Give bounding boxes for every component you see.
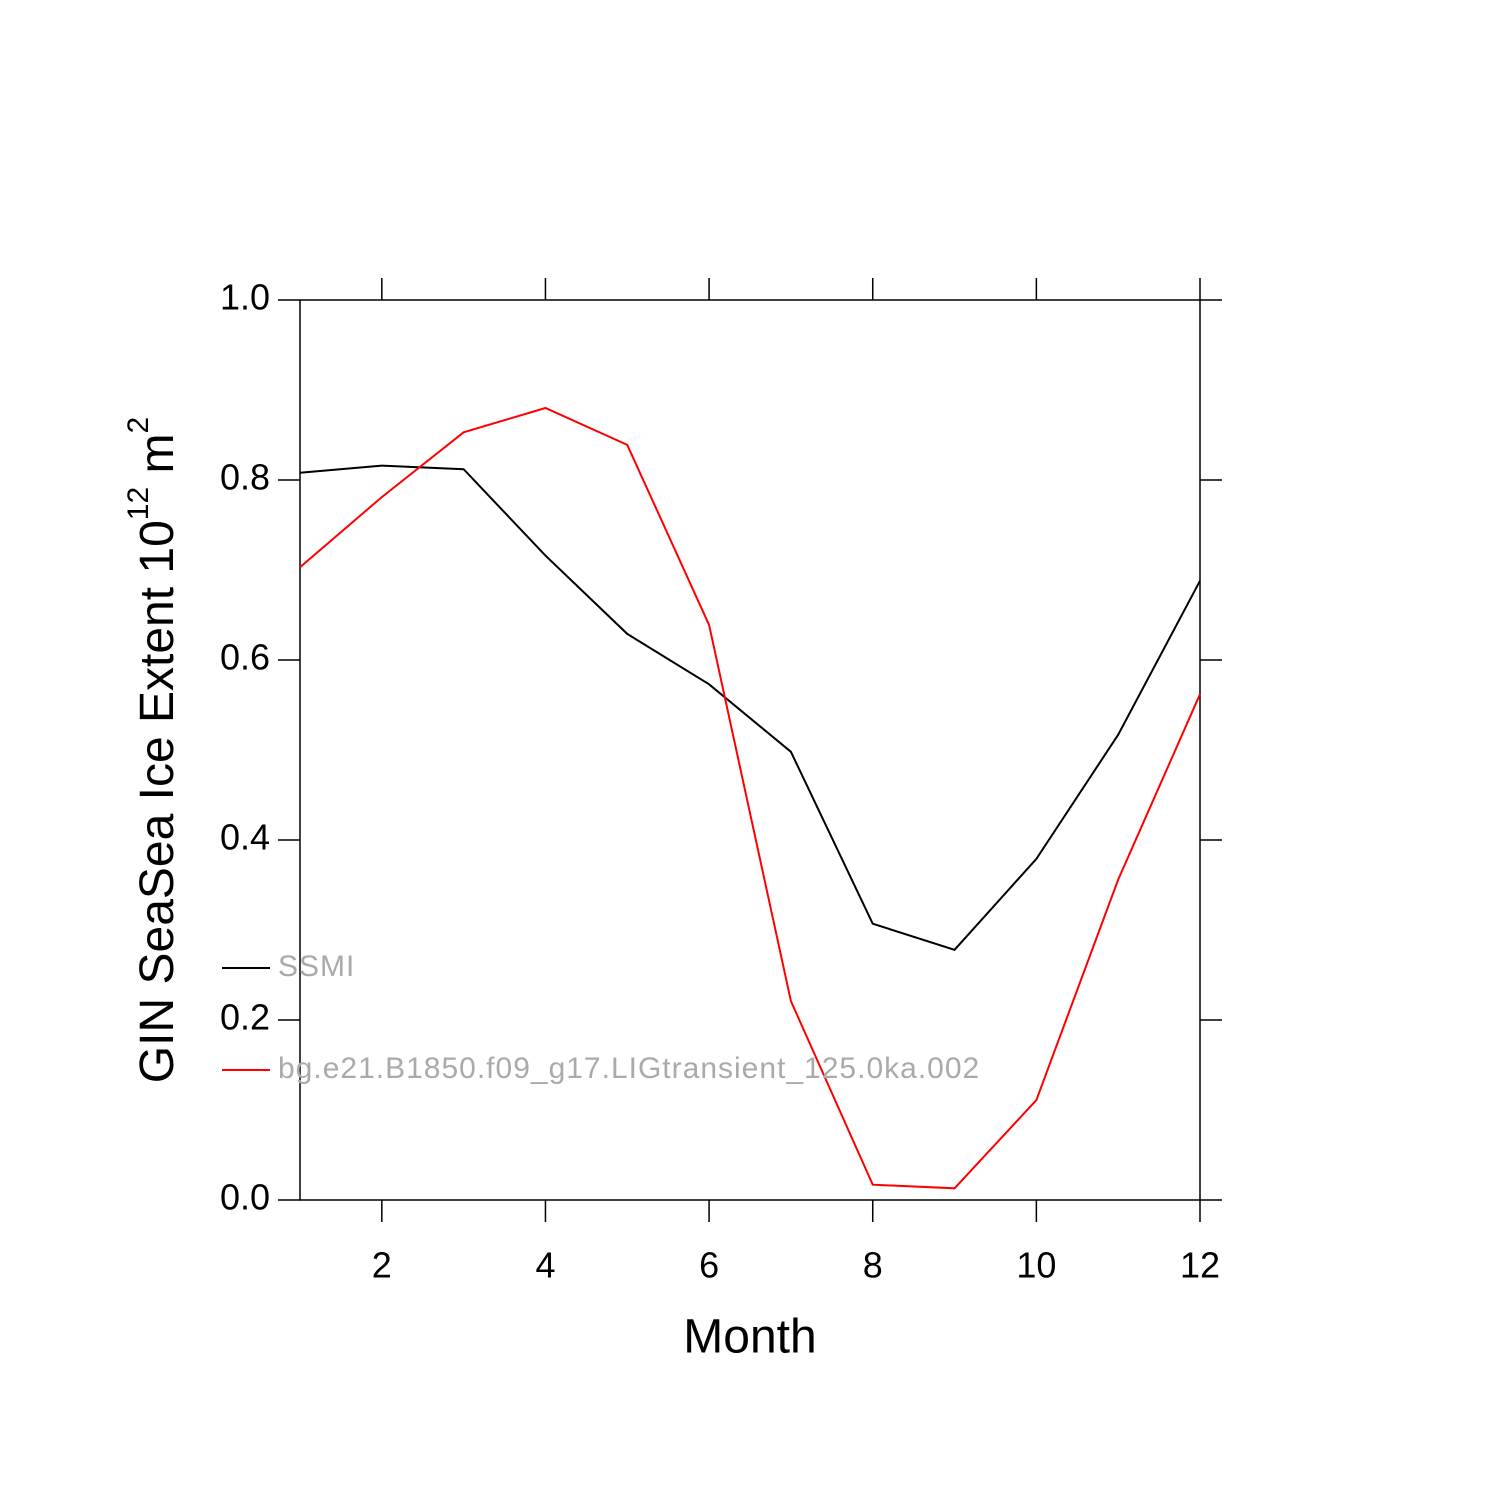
x-tick-label: 2 [372,1245,392,1286]
y-tick-label: 0.8 [220,457,270,498]
y-axis-title: GIN SeaSea Ice Extent 1012 m2 [122,417,184,1083]
x-tick-label: 4 [535,1245,555,1286]
legend-label: bg.e21.B1850.f09_g17.LIGtransient_125.0k… [278,1052,980,1085]
y-title-text: GIN SeaSea Ice Extent 10 [131,520,184,1083]
x-tick-label: 12 [1180,1245,1220,1286]
x-tick-label: 10 [1016,1245,1056,1286]
y-tick-label: 1.0 [220,277,270,318]
x-tick-label: 8 [863,1245,883,1286]
y-title-unit: m [131,433,184,486]
y-tick-label: 0.0 [220,1177,270,1218]
x-axis-title: Month [683,1311,816,1364]
y-tick-label: 0.4 [220,817,270,858]
y-tick-label: 0.6 [220,637,270,678]
plot-frame [299,299,1201,1201]
data-line [299,464,1201,951]
y-title-exp: 12 [122,487,155,520]
y-tick-label: 0.2 [220,997,270,1038]
x-tick-label: 6 [699,1245,719,1286]
legend-label: SSMI [278,950,355,983]
y-title-unit-exp: 2 [122,417,155,434]
data-line [299,406,1201,1190]
